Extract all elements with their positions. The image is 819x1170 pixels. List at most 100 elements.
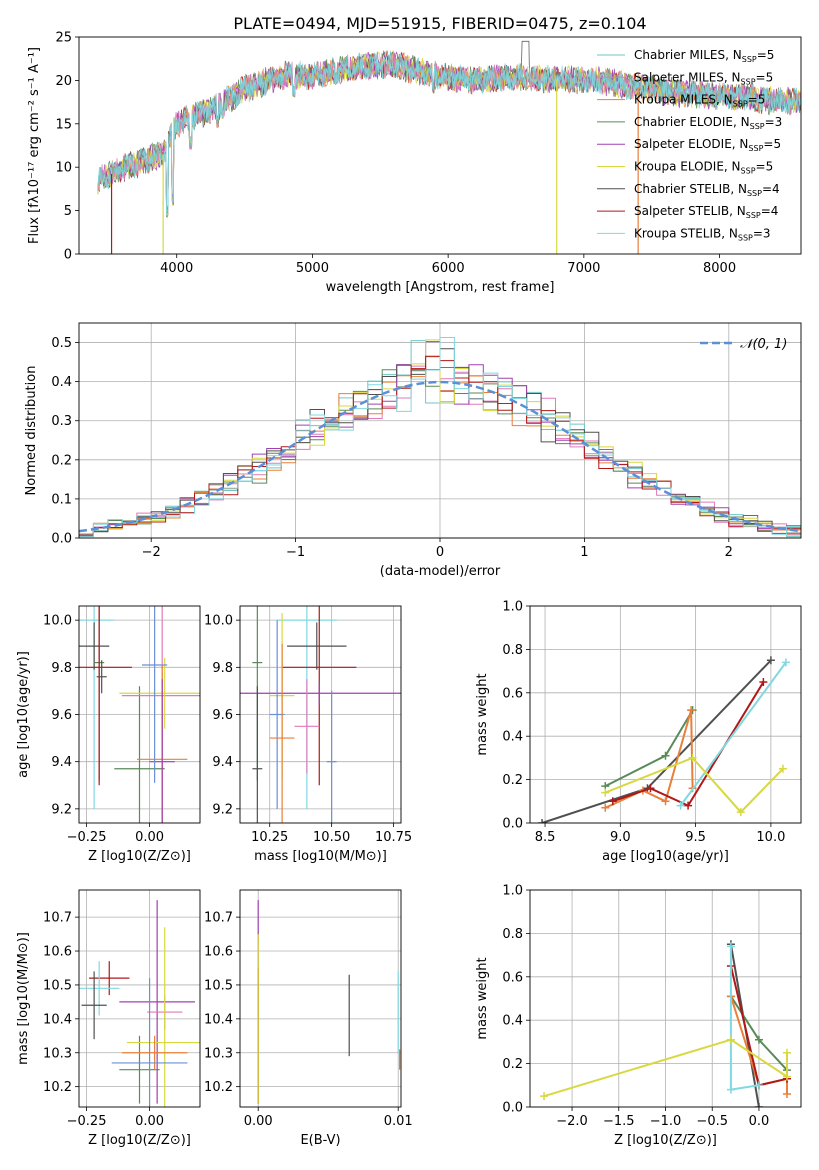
y-tick-label: 0.2 xyxy=(502,1057,523,1072)
x-tick-label: 2 xyxy=(725,545,733,560)
y-tick-label: 9.8 xyxy=(51,661,72,676)
chart-residuals: −2 −1 0 1 2 0.0 0.1 0.2 0.3 0.4 0.5 (data-model)/er… xyxy=(24,322,802,579)
weight-marker xyxy=(781,658,790,667)
x-tick-label: 4000 xyxy=(160,261,193,276)
x-tick-label: 0.00 xyxy=(135,1114,164,1129)
weight-marker xyxy=(601,788,610,797)
axes-frame xyxy=(239,889,402,1108)
legend-entry: Kroupa MILES, NSSP=5 xyxy=(634,93,765,109)
x-axis-label: (data-model)/error xyxy=(380,564,501,579)
x-tick-label: 6000 xyxy=(432,261,465,276)
weight-marker xyxy=(736,808,745,817)
plot-area xyxy=(97,40,801,254)
y-tick-label: 10.0 xyxy=(43,614,72,629)
x-axis-label: Z [log10(Z/Z⊙)] xyxy=(614,1133,717,1148)
y-tick-label: 0.4 xyxy=(502,730,523,745)
x-tick-label: −1.0 xyxy=(650,1114,682,1129)
x-tick-label: 8.5 xyxy=(535,830,556,845)
y-tick-label: 10.4 xyxy=(43,1012,72,1027)
y-tick-label: 9.4 xyxy=(212,755,233,770)
y-tick-label: 9.6 xyxy=(51,708,72,723)
y-tick-label: 10.5 xyxy=(204,978,233,993)
y-axis-label: Flux [fλ10⁻¹⁷ erg cm⁻² s⁻¹ A⁻¹] xyxy=(27,47,42,244)
chart-weight-vs-Z: −2.0 −1.5 −1.0 −0.5 0.0 0.0 0.2 0.4 0.6 0.8 1.0 Z [… xyxy=(475,884,802,1148)
y-tick-label: 0.1 xyxy=(51,492,72,507)
weight-marker xyxy=(676,801,685,810)
x-tick-label: 7000 xyxy=(567,261,600,276)
weight-line xyxy=(604,709,694,809)
y-tick-label: 10 xyxy=(55,161,72,176)
legend-entry: Kroupa STELIB, NSSP=3 xyxy=(634,226,771,242)
y-tick-label: 10.7 xyxy=(204,911,233,926)
weight-marker xyxy=(601,803,610,812)
y-tick-label: 0.4 xyxy=(502,1014,523,1029)
x-tick-label: 10.0 xyxy=(756,830,785,845)
x-tick-label: 0.00 xyxy=(135,830,164,845)
x-tick-label: 8000 xyxy=(703,261,736,276)
x-axis-label: Z [log10(Z/Z⊙)] xyxy=(88,1133,191,1148)
y-tick-label: 0.8 xyxy=(502,643,523,658)
x-tick-label: 0.00 xyxy=(244,1114,273,1129)
x-tick-label: 5000 xyxy=(296,261,329,276)
weight-marker xyxy=(782,1048,791,1057)
weight-marker xyxy=(754,1035,763,1044)
weight-line xyxy=(604,756,784,814)
y-tick-label: 0.6 xyxy=(502,686,523,701)
plot-area xyxy=(79,606,200,823)
x-axis-label: age [log10(age/yr)] xyxy=(602,849,729,864)
x-tick-label: −0.25 xyxy=(67,830,107,845)
y-tick-label: 20 xyxy=(55,74,72,89)
weight-marker xyxy=(726,942,735,951)
chart-spectrum: 4000 5000 6000 7000 8000 0 5 10 15 20 25 wavelength… xyxy=(27,31,802,295)
weight-marker xyxy=(754,1103,763,1107)
axes-frame xyxy=(78,36,802,255)
x-tick-label: 1 xyxy=(580,545,588,560)
y-tick-label: 10.7 xyxy=(43,911,72,926)
x-tick-label: 10.75 xyxy=(375,830,412,845)
weight-marker xyxy=(684,801,693,810)
y-tick-label: 1.0 xyxy=(502,600,523,615)
y-tick-label: 0.3 xyxy=(51,414,72,429)
plot-area xyxy=(538,656,790,823)
x-tick-label: −1.5 xyxy=(603,1114,635,1129)
y-tick-label: 1.0 xyxy=(502,884,523,899)
legend-entry: 𝒩(0, 1) xyxy=(740,337,787,352)
x-axis-label: mass [log10(M/M⊙)] xyxy=(254,849,387,864)
weight-marker xyxy=(766,656,775,665)
chart-weight-vs-age: 8.5 9.0 9.5 10.0 0.0 0.2 0.4 0.6 0.8 1.0 age [log1… xyxy=(475,600,802,864)
x-tick-label: 9.5 xyxy=(685,830,706,845)
legend-entry: Kroupa ELODIE, NSSP=5 xyxy=(634,160,773,176)
y-tick-label: 10.3 xyxy=(204,1046,233,1061)
legend-entry: Chabrier ELODIE, NSSP=3 xyxy=(634,115,782,131)
y-tick-label: 10.6 xyxy=(204,945,233,960)
chart-age-vs-mass: 10.25 10.50 10.75 9.2 9.4 9.6 9.8 10.0 mass [log… xyxy=(204,605,412,864)
weight-marker xyxy=(754,1081,763,1090)
y-tick-label: 0 xyxy=(64,248,72,263)
weight-line xyxy=(612,681,765,807)
weight-marker xyxy=(759,677,768,686)
y-axis-label: mass weight xyxy=(475,957,490,1039)
x-tick-label: −0.5 xyxy=(696,1114,728,1129)
weight-marker xyxy=(538,819,547,823)
x-tick-label: −2.0 xyxy=(556,1114,588,1129)
plot-area xyxy=(257,900,401,1104)
weight-marker xyxy=(608,797,617,806)
y-tick-label: 0.2 xyxy=(502,773,523,788)
figure-title: PLATE=0494, MJD=51915, FIBERID=0475, z=0… xyxy=(233,14,646,33)
axes-frame xyxy=(529,889,802,1108)
x-tick-label: −2 xyxy=(142,545,161,560)
chart-age-vs-Z: −0.25 0.00 9.2 9.4 9.6 9.8 10.0 Z [log10(Z/Z⊙)]… xyxy=(16,605,201,864)
weight-line xyxy=(679,661,787,807)
legend-entry: Salpeter STELIB, NSSP=4 xyxy=(634,204,778,220)
y-tick-label: 9.8 xyxy=(212,661,233,676)
weight-marker xyxy=(540,1092,549,1101)
y-tick-label: 9.2 xyxy=(51,802,72,817)
weight-marker xyxy=(687,706,696,715)
weight-line xyxy=(543,1038,788,1098)
axes-frame xyxy=(78,605,201,824)
legend: Chabrier MILES, NSSP=5 Salpeter MILES, NS… xyxy=(597,48,782,242)
legend-entry: Salpeter ELODIE, NSSP=5 xyxy=(634,137,781,153)
x-tick-label: 0 xyxy=(436,545,444,560)
axes-frame xyxy=(78,322,802,539)
